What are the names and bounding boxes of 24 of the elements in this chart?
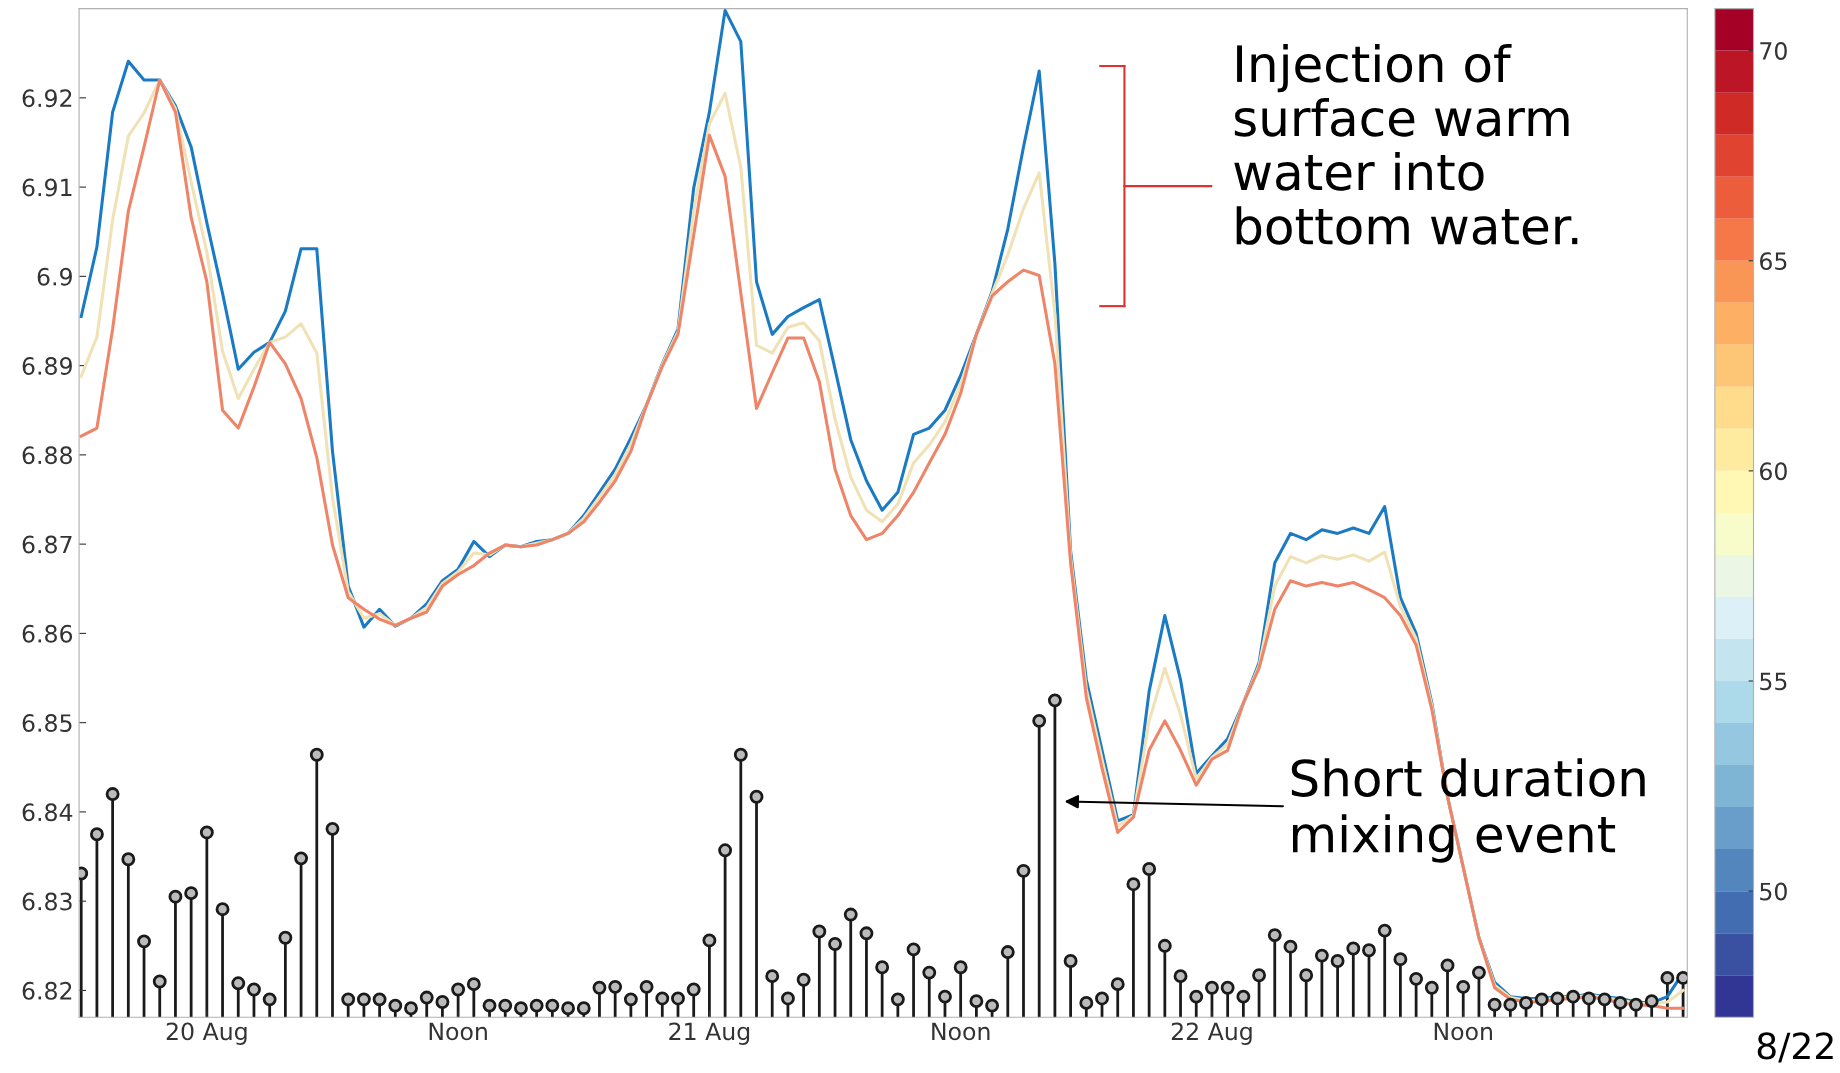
color-bar-label: 65 — [1760, 252, 1787, 271]
color-bar-label: 55 — [1760, 672, 1787, 691]
x-tick-label: 22 Aug — [1171, 1022, 1252, 1045]
x-tick-label: 21 Aug — [669, 1022, 750, 1045]
y-tick-label: 6.85 — [22, 714, 72, 732]
color-bar-label: 60 — [1760, 462, 1787, 481]
color-bar-label: 70 — [1760, 42, 1787, 60]
y-tick-label: 6.88 — [22, 446, 72, 465]
y-tick-label: 6.82 — [22, 981, 72, 1000]
y-tick-label: 6.84 — [22, 803, 73, 822]
y-tick-label: 6.86 — [22, 624, 73, 643]
y-tick-label: 6.91 — [22, 178, 72, 197]
x-tick-label: Noon — [429, 1022, 487, 1041]
y-tick-label: 6.89 — [22, 357, 72, 375]
y-tick-label: 6.92 — [22, 89, 72, 108]
text: 8/22 — [1757, 1032, 1833, 1063]
color-bar-label: 50 — [1760, 882, 1787, 901]
annotation: Injection of surface warm water into bottom water. — [1234, 43, 1578, 245]
x-tick-label: Noon — [932, 1022, 990, 1041]
y-tick-label: 6.83 — [22, 892, 72, 911]
y-tick-label: 6.87 — [22, 535, 72, 554]
x-tick-label: 20 Aug — [166, 1022, 247, 1045]
y-tick-label: 6.9 — [37, 267, 72, 286]
x-tick-label: Noon — [1434, 1022, 1492, 1041]
